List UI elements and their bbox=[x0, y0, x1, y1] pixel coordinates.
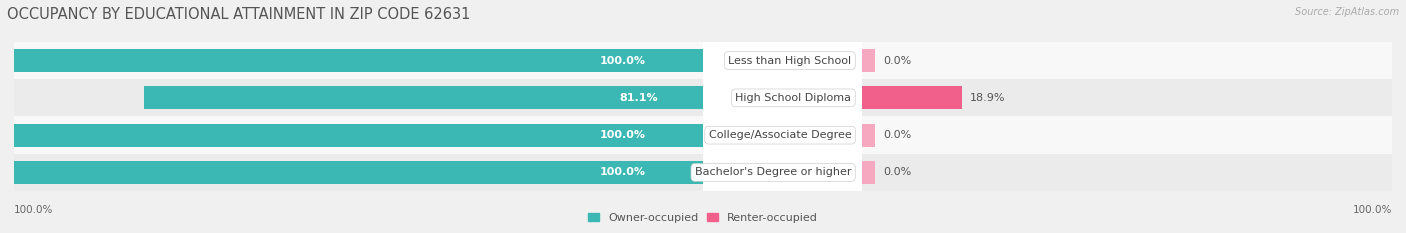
Text: 100.0%: 100.0% bbox=[599, 130, 645, 140]
Bar bbox=[14, 42, 703, 79]
Text: Bachelor's Degree or higher: Bachelor's Degree or higher bbox=[695, 168, 852, 177]
Bar bbox=[14, 116, 703, 154]
Bar bbox=[14, 161, 703, 184]
Text: 100.0%: 100.0% bbox=[14, 205, 53, 215]
Text: Source: ZipAtlas.com: Source: ZipAtlas.com bbox=[1295, 7, 1399, 17]
Bar bbox=[862, 123, 875, 147]
Text: College/Associate Degree: College/Associate Degree bbox=[709, 130, 852, 140]
Bar bbox=[862, 42, 1392, 79]
Bar bbox=[14, 154, 703, 191]
Bar bbox=[145, 86, 703, 110]
Text: High School Diploma: High School Diploma bbox=[735, 93, 852, 103]
Text: 81.1%: 81.1% bbox=[619, 93, 658, 103]
Text: 0.0%: 0.0% bbox=[883, 56, 911, 65]
Bar bbox=[14, 79, 703, 116]
Text: 100.0%: 100.0% bbox=[1353, 205, 1392, 215]
Text: OCCUPANCY BY EDUCATIONAL ATTAINMENT IN ZIP CODE 62631: OCCUPANCY BY EDUCATIONAL ATTAINMENT IN Z… bbox=[7, 7, 471, 22]
Text: Less than High School: Less than High School bbox=[728, 56, 852, 65]
Bar bbox=[862, 116, 1392, 154]
Bar bbox=[862, 154, 1392, 191]
Bar bbox=[14, 49, 703, 72]
Bar bbox=[14, 123, 703, 147]
Bar bbox=[862, 86, 962, 110]
Text: 18.9%: 18.9% bbox=[970, 93, 1005, 103]
Bar bbox=[862, 49, 875, 72]
Text: 0.0%: 0.0% bbox=[883, 130, 911, 140]
Text: 0.0%: 0.0% bbox=[883, 168, 911, 177]
Text: 100.0%: 100.0% bbox=[599, 56, 645, 65]
Text: 100.0%: 100.0% bbox=[599, 168, 645, 177]
Legend: Owner-occupied, Renter-occupied: Owner-occupied, Renter-occupied bbox=[583, 209, 823, 227]
Bar bbox=[862, 79, 1392, 116]
Bar bbox=[862, 161, 875, 184]
